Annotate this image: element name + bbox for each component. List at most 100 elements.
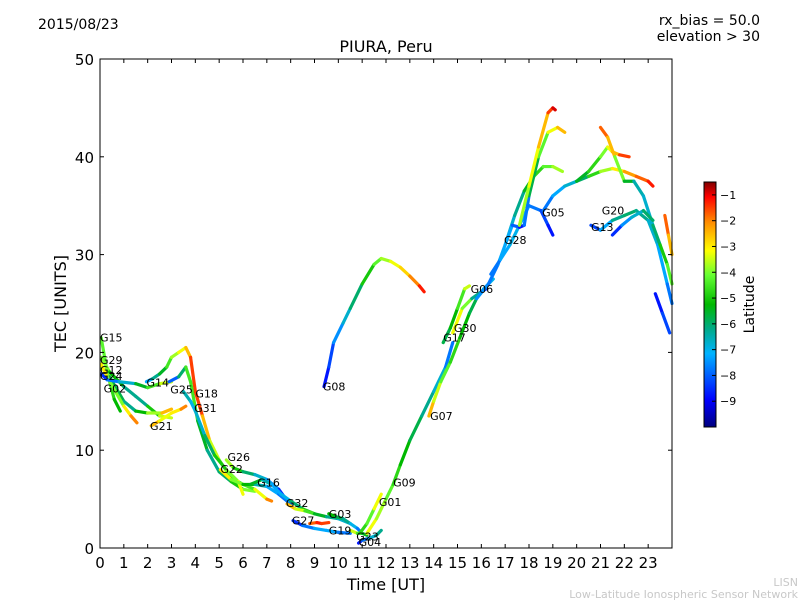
series-G02-segment (117, 380, 138, 386)
series-G25-segment (167, 375, 181, 384)
series-G08-segment (417, 284, 426, 294)
series-G21-segment (169, 407, 183, 415)
chart-title: PIURA, Peru (339, 37, 433, 56)
series-G22-segment (229, 477, 245, 487)
series-G17 (441, 284, 472, 345)
series-G13-segment (634, 174, 650, 183)
series-G29-segment (122, 385, 138, 399)
series-G31 (181, 389, 245, 496)
series-G05-segment (546, 125, 560, 134)
series-G24-segment (112, 387, 126, 408)
series-G17-segment (448, 306, 460, 330)
x-tick-label: 0 (95, 554, 105, 572)
colorbar-tick-label: −1 (720, 189, 736, 202)
x-tick-label: 22 (615, 554, 634, 572)
series-G14-segment (188, 355, 197, 394)
series-label-G12: G12 (100, 364, 123, 377)
x-tick-label: 10 (329, 554, 348, 572)
y-axis-label: TEC [UNITS] (51, 255, 70, 353)
series-label-G30: G30 (454, 322, 477, 335)
series-G20c-segment (658, 243, 669, 266)
series-G20c-segment (651, 223, 662, 247)
series-G27-segment (300, 523, 317, 531)
series-G20d-segment (620, 215, 634, 227)
series-G21-segment (149, 419, 162, 428)
series-G05b-segment (517, 184, 531, 227)
series-G05-segment (503, 223, 514, 247)
series-label-G17: G17 (443, 332, 466, 345)
series-G10b-segment (663, 213, 671, 237)
series-G17-segment (463, 284, 472, 291)
series-G02-segment (146, 382, 162, 390)
series-G07-segment (439, 360, 452, 384)
series-G25-segment (241, 487, 257, 493)
series-G20b (575, 145, 631, 183)
series-label-G21: G21 (150, 420, 173, 433)
series-G01-segment (358, 521, 369, 535)
series-G27 (291, 519, 352, 535)
series-G10b (663, 213, 674, 257)
series-label-G09: G09 (393, 476, 416, 489)
elevation-label: elevation > 30 (656, 29, 760, 45)
series-G05-segment (522, 194, 531, 227)
series-G08-segment (408, 274, 421, 288)
colorbar-tick-label: −8 (720, 369, 736, 382)
series-G24-segment (122, 404, 133, 418)
series-G16-segment (260, 477, 274, 487)
series-label-G32: G32 (286, 497, 309, 510)
series-G07-segment (448, 336, 462, 364)
x-tick-label: 16 (472, 554, 491, 572)
series-G09-segment (398, 438, 412, 467)
x-tick-label: 20 (567, 554, 586, 572)
series-G14 (144, 345, 197, 394)
y-tick-label: 40 (75, 149, 94, 167)
series-G07-segment (467, 297, 479, 315)
series-G19 (308, 520, 331, 526)
series-G21 (149, 404, 188, 428)
x-tick-label: 8 (286, 554, 296, 572)
series-G22-segment (218, 468, 233, 482)
series-G08-segment (389, 259, 402, 269)
series-G20d-segment (629, 208, 646, 220)
series-label-G16: G16 (257, 476, 280, 489)
series-G32-segment (285, 502, 298, 511)
series-label-G01: G01 (379, 496, 402, 509)
series-G08-segment (398, 265, 412, 278)
series-G13-segment (598, 166, 615, 174)
series-G31-segment (181, 389, 193, 403)
colorbar-tick-label: −6 (720, 318, 736, 331)
x-tick-label: 21 (591, 554, 610, 572)
series-G22-segment (265, 484, 281, 496)
series-G09 (365, 341, 455, 535)
series-label-G25: G25 (170, 384, 193, 397)
series-label-G26: G26 (228, 451, 251, 464)
series-G21-segment (179, 404, 188, 411)
x-tick-label: 14 (424, 554, 443, 572)
series-G12-segment (122, 399, 138, 413)
series-G10 (653, 292, 672, 335)
series-G28-segment (527, 204, 543, 213)
series-G29-segment (107, 370, 126, 389)
series-G06-segment (551, 164, 564, 174)
series-G09-segment (432, 365, 448, 394)
colorbar-tick-label: −3 (720, 240, 736, 253)
series-G14-segment (165, 355, 174, 369)
series-label-G31: G31 (194, 402, 217, 415)
series-label-G06: G06 (471, 283, 494, 296)
series-label-G13: G13 (591, 221, 614, 234)
series-G20c-segment (613, 155, 626, 183)
x-tick-label: 5 (214, 554, 224, 572)
series-G09-segment (384, 482, 395, 501)
series-G13-segment (541, 194, 555, 213)
series-G04 (356, 528, 383, 545)
series-G31-segment (224, 468, 240, 484)
x-tick-label: 17 (496, 554, 515, 572)
series-G09-segment (365, 517, 379, 535)
series-label-G29: G29 (100, 354, 123, 367)
colorbar-tick-label: −5 (720, 292, 736, 305)
series-G05b (517, 106, 557, 227)
series-G24-segment (129, 414, 139, 425)
series-G09-segment (391, 463, 402, 487)
series-G02-segment (134, 382, 150, 390)
